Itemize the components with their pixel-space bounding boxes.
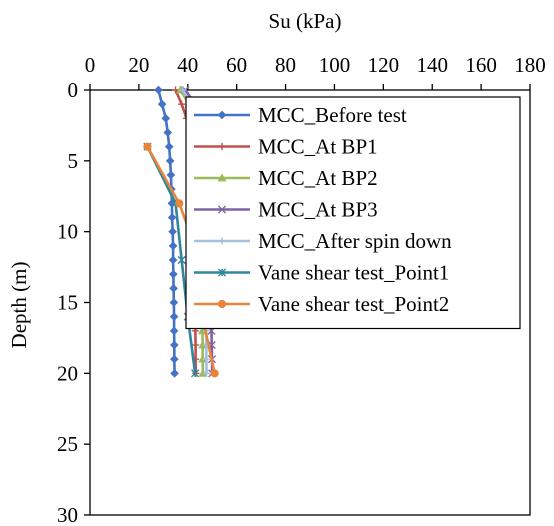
data-point <box>159 101 166 108</box>
y-tick-label: 20 <box>57 361 78 385</box>
data-point <box>162 115 169 122</box>
data-point <box>144 143 151 150</box>
x-tick-label: 20 <box>128 53 149 77</box>
legend-label: MCC_At BP2 <box>258 166 378 190</box>
x-tick-label: 40 <box>177 53 198 77</box>
y-tick-label: 10 <box>57 220 78 244</box>
x-tick-label: 100 <box>319 53 351 77</box>
x-tick-label: 120 <box>368 53 400 77</box>
data-point <box>178 101 185 108</box>
legend-swatch-marker <box>218 300 225 307</box>
data-point <box>170 256 177 263</box>
data-point <box>167 171 174 178</box>
data-point <box>170 299 177 306</box>
legend-label: MCC_Before test <box>258 103 407 127</box>
data-point <box>211 370 218 377</box>
x-tick-label: 140 <box>416 53 448 77</box>
x-tick-label: 80 <box>275 53 296 77</box>
y-tick-label: 15 <box>57 291 78 315</box>
data-point <box>155 86 162 93</box>
data-point <box>169 228 176 235</box>
legend-label: Vane shear test_Point1 <box>258 261 449 285</box>
legend-label: MCC_At BP3 <box>258 198 378 222</box>
legend: MCC_Before test MCC_At BP1 MCC_At BP2 MCC_A… <box>186 97 520 329</box>
y-tick-label: 30 <box>57 503 78 526</box>
y-axis-title: Depth (m) <box>7 262 31 349</box>
data-point <box>169 214 176 221</box>
y-tick-label: 25 <box>57 432 78 456</box>
y-tick-label: 5 <box>68 149 79 173</box>
x-tick-label: 160 <box>465 53 497 77</box>
data-point <box>164 129 171 136</box>
series-1 <box>155 86 178 377</box>
x-tick-label: 0 <box>85 53 96 77</box>
legend-label: MCC_After spin down <box>258 229 452 253</box>
data-point <box>167 157 174 164</box>
data-point <box>166 143 173 150</box>
data-point <box>170 242 177 249</box>
x-tick-label: 180 <box>514 53 546 77</box>
data-point <box>171 356 178 363</box>
data-point <box>170 327 177 334</box>
y-tick-label: 0 <box>68 78 79 102</box>
data-point <box>170 271 177 278</box>
data-point <box>171 341 178 348</box>
legend-label: Vane shear test_Point2 <box>258 292 449 316</box>
data-point <box>178 256 185 263</box>
x-axis-title: Su (kPa) <box>269 9 342 33</box>
x-tick-label: 60 <box>226 53 247 77</box>
legend-label: MCC_At BP1 <box>258 135 378 159</box>
data-point <box>176 200 183 207</box>
data-point <box>171 370 178 377</box>
data-point <box>170 313 177 320</box>
data-point <box>170 285 177 292</box>
